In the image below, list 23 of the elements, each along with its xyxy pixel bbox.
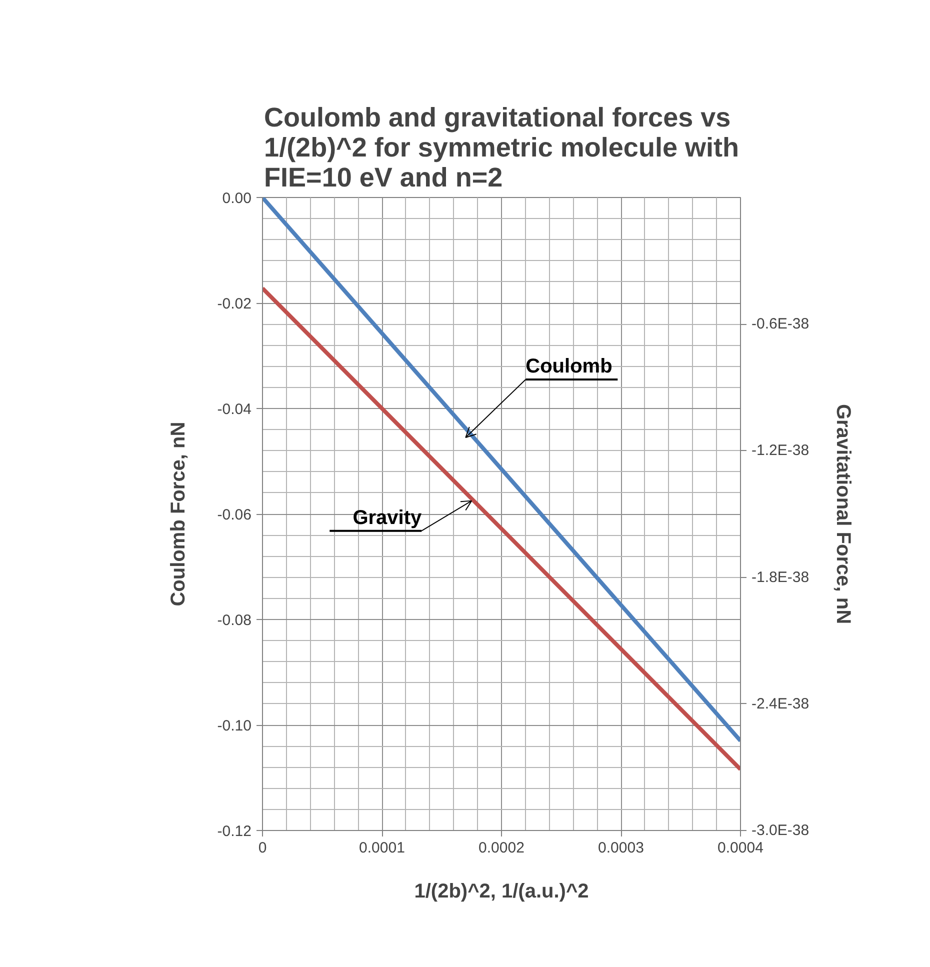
x-tick-label: 0.0001 [359, 840, 405, 856]
x-tick-label: 0.0004 [718, 840, 764, 856]
annotation: Coulomb [526, 356, 612, 378]
y-tick-label: -0.02 [217, 296, 252, 312]
y2-tick-label: -2.4E-38 [752, 695, 810, 712]
y-tick-label: -0.06 [217, 506, 252, 524]
y-tick-label: -0.12 [217, 823, 252, 840]
y-tick-label: -0.10 [217, 718, 252, 734]
y-tick-label: -0.04 [217, 401, 252, 418]
y2-tick-label: -0.6E-38 [752, 316, 810, 333]
y2-tick-label: -3.0E-38 [752, 822, 810, 839]
x-tick-label: 0.0002 [478, 840, 524, 856]
y2-axis-title: Gravitational Force, nN [832, 404, 854, 624]
y2-tick-label: -1.2E-38 [752, 442, 810, 460]
x-axis-title: 1/(2b)^2, 1/(a.u.)^2 [414, 880, 589, 902]
y2-tick-label: -1.8E-38 [752, 568, 810, 586]
y-tick-label: 0.00 [222, 190, 252, 207]
y-axis-title: Coulomb Force, nN [167, 422, 190, 606]
y-tick-label: -0.08 [217, 612, 252, 629]
chart-title: Coulomb and gravitational forces vs 1/(2b)^2 for symmetric molecule with FIE=10 eV and n=2 [264, 102, 739, 192]
annotation: Gravity [352, 506, 422, 529]
x-tick-label: 0.0003 [598, 840, 644, 856]
x-tick-label: 0 [258, 840, 267, 856]
